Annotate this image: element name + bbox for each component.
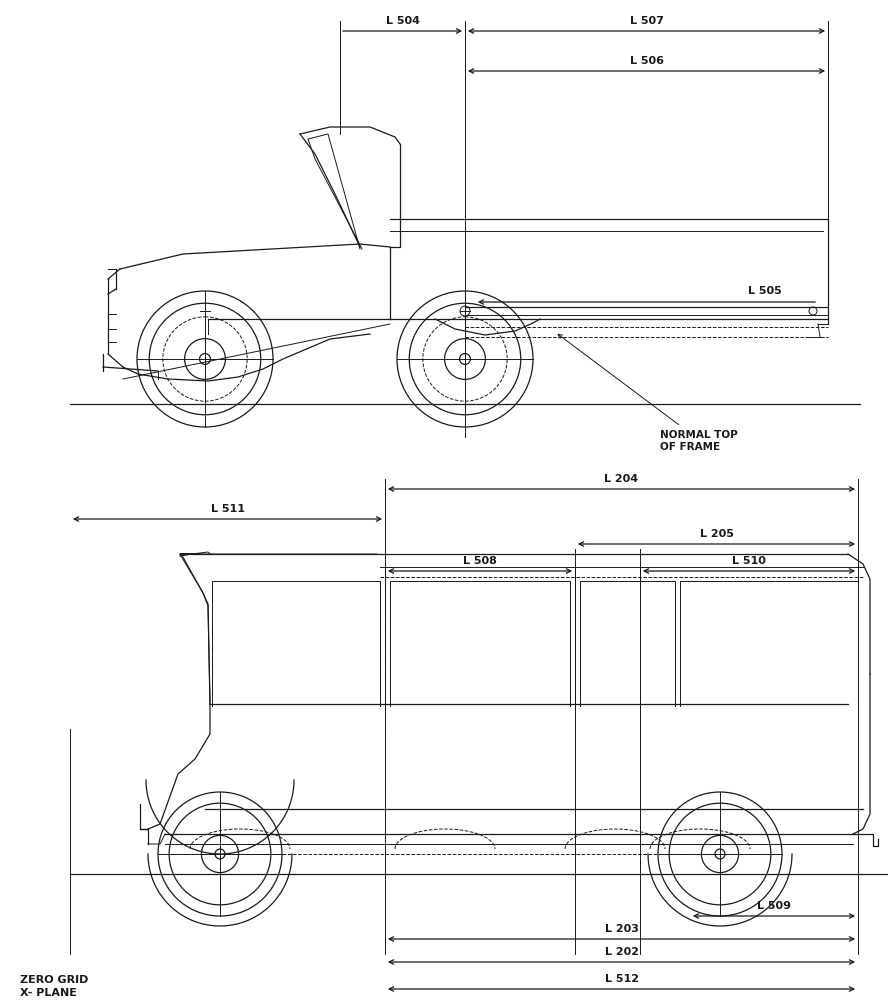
Text: L 204: L 204 (605, 473, 638, 483)
Text: L 508: L 508 (463, 556, 497, 566)
Text: L 511: L 511 (210, 504, 244, 514)
Text: L 510: L 510 (732, 556, 766, 566)
Text: L 506: L 506 (630, 56, 663, 66)
Text: L 507: L 507 (630, 16, 663, 26)
Text: L 203: L 203 (605, 923, 638, 933)
Text: L 205: L 205 (700, 529, 733, 539)
Text: L 509: L 509 (757, 900, 791, 910)
Text: L 504: L 504 (385, 16, 419, 26)
Text: L 505: L 505 (748, 286, 781, 296)
Text: L 512: L 512 (605, 973, 638, 983)
Text: L 202: L 202 (605, 946, 638, 956)
Text: NORMAL TOP
OF FRAME: NORMAL TOP OF FRAME (558, 335, 738, 451)
Text: ZERO GRID
X- PLANE: ZERO GRID X- PLANE (20, 974, 89, 997)
